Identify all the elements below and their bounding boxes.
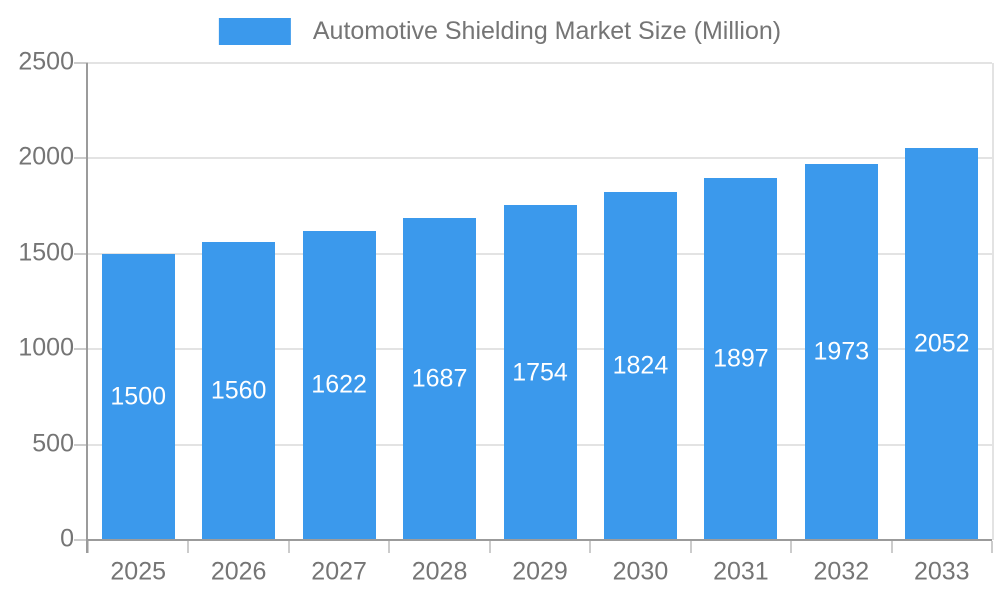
x-axis-tick [589, 541, 592, 553]
y-axis-label: 0 [60, 524, 74, 553]
x-axis-label-2033: 2033 [913, 557, 970, 586]
y-axis-label: 2500 [18, 47, 74, 76]
bar-value-label: 1897 [713, 344, 769, 373]
bar-2026[interactable] [202, 242, 276, 539]
x-axis-tick [488, 541, 491, 553]
bar-2030[interactable] [603, 191, 677, 539]
y-axis-tick [74, 62, 88, 64]
y-axis-tick [74, 252, 88, 255]
plot-right-border [992, 63, 994, 540]
bar-value-label: 1622 [311, 370, 367, 399]
x-axis-label-2026: 2026 [210, 557, 267, 586]
bar-2029[interactable] [503, 205, 577, 539]
bar-2025[interactable] [101, 253, 175, 539]
bar-value-label: 1973 [813, 337, 870, 366]
bar-2027[interactable] [302, 230, 376, 539]
bar-value-label: 1687 [411, 364, 468, 393]
x-axis-tick [187, 541, 190, 553]
x-axis-label-2027: 2027 [311, 557, 367, 586]
x-axis-tick [890, 541, 893, 553]
y-axis-label: 500 [32, 429, 74, 458]
x-axis-label-2029: 2029 [512, 557, 568, 586]
bar-value-label: 1500 [110, 382, 167, 411]
bar-value-label: 2052 [913, 329, 970, 358]
y-axis-tick [74, 157, 88, 160]
bar-value-label: 1754 [512, 358, 568, 387]
gridline-2000 [88, 157, 992, 160]
x-axis-tick [790, 541, 793, 553]
x-axis-label-2031: 2031 [713, 557, 769, 586]
x-axis-label-2030: 2030 [612, 557, 669, 586]
y-axis-tick [74, 539, 88, 541]
x-axis-tick [287, 541, 290, 553]
legend-label: Automotive Shielding Market Size (Millio… [312, 17, 782, 45]
x-axis-tick [689, 541, 692, 553]
bar-2033[interactable] [905, 148, 979, 539]
x-axis-tick [87, 541, 89, 553]
bar-2032[interactable] [804, 163, 878, 539]
bar-2028[interactable] [403, 218, 477, 539]
chart-legend[interactable]: Automotive Shielding Market Size (Millio… [218, 17, 782, 46]
x-axis-tick [388, 541, 391, 553]
x-axis-label-2025: 2025 [110, 557, 167, 586]
x-axis-label-2028: 2028 [411, 557, 468, 586]
gridline-2500 [88, 62, 992, 64]
y-axis-label: 1500 [18, 238, 74, 267]
x-axis-line [86, 539, 992, 541]
legend-swatch-icon[interactable] [218, 18, 291, 45]
bar-value-label: 1560 [210, 376, 267, 405]
x-axis-tick [991, 541, 993, 553]
y-axis-label: 1000 [18, 333, 74, 362]
x-axis-label-2032: 2032 [813, 557, 870, 586]
y-axis-label: 2000 [18, 142, 74, 171]
y-axis-tick [74, 443, 88, 446]
y-axis-line [86, 63, 88, 553]
y-axis-tick [74, 348, 88, 351]
bar-value-label: 1824 [612, 351, 669, 380]
bar-2031[interactable] [704, 178, 778, 539]
